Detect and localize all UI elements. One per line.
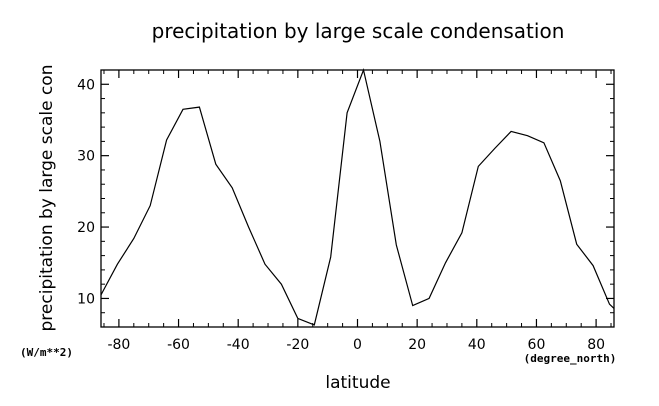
x-tick-label: -40 — [227, 337, 250, 353]
x-tick-label: 0 — [353, 337, 362, 353]
x-tick-label: -80 — [107, 337, 130, 353]
x-tick-label: 20 — [408, 337, 426, 353]
y-tick-label: 30 — [77, 149, 95, 165]
x-axis: -80 -60 -40 -20 0 20 40 60 80 — [103, 70, 612, 353]
y-tick-label: 20 — [77, 220, 95, 236]
x-tick-label: -60 — [167, 337, 190, 353]
series-line — [100, 67, 615, 326]
x-tick-label: -20 — [286, 337, 309, 353]
x-tick-label: 60 — [528, 337, 546, 353]
y-axis-unit: (W/m**2) — [20, 346, 73, 359]
plot-frame — [100, 69, 615, 328]
x-axis-unit: (degree_north) — [524, 352, 617, 365]
y-tick-label: 40 — [77, 77, 95, 93]
chart-title: precipitation by large scale condensatio… — [152, 19, 565, 43]
x-tick-label: 40 — [468, 337, 486, 353]
plot-area — [100, 67, 615, 328]
x-tick-label: 80 — [587, 337, 605, 353]
x-axis-label: latitude — [325, 373, 390, 393]
y-axis-label: precipitation by large scale con — [37, 65, 57, 332]
y-tick-label: 10 — [77, 291, 95, 307]
y-axis: 10 20 30 40 — [77, 69, 614, 328]
